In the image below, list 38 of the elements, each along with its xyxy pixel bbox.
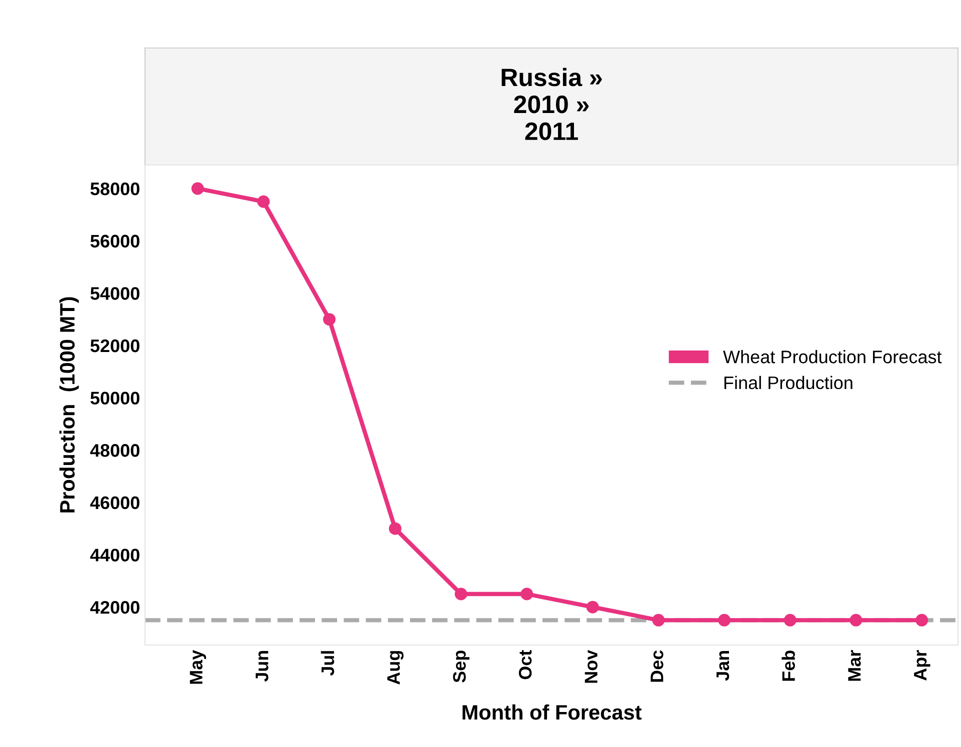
x-tick-label: Nov — [584, 650, 598, 683]
y-tick-label: 58000 — [90, 182, 140, 196]
point — [784, 614, 796, 626]
x-tick-label: Feb — [782, 650, 795, 681]
legend-label: Wheat Production Forecast — [723, 350, 942, 364]
y-tick-label: 50000 — [90, 392, 140, 405]
point — [586, 600, 599, 614]
point — [718, 614, 731, 626]
x-tick-label: Aug — [387, 651, 404, 685]
point — [454, 588, 468, 600]
x-tick-label: Mar — [848, 650, 861, 681]
legend-label: Final Production — [724, 376, 852, 390]
point — [257, 195, 270, 208]
point — [323, 313, 336, 326]
x-tick-label: Dec — [650, 650, 664, 682]
point — [191, 182, 204, 195]
x-axis-title: Month of Forecast — [462, 704, 642, 720]
y-tick-label: 48000 — [90, 444, 140, 457]
x-tick-label: Oct — [518, 650, 532, 680]
y-tick-label: 56000 — [90, 234, 140, 248]
point — [916, 614, 928, 626]
x-tick-label: Jun — [256, 650, 268, 682]
y-tick-label: 52000 — [90, 339, 140, 352]
y-tick-label: 46000 — [90, 496, 140, 510]
point — [850, 614, 862, 626]
x-tick-label: Jul — [320, 651, 334, 676]
point — [652, 614, 665, 626]
y-tick-label: 44000 — [90, 548, 140, 562]
y-tick-label: 54000 — [90, 287, 140, 300]
chart-title: Russia » 2010 » 2011 — [502, 68, 602, 140]
y-tick-label: 42000 — [90, 601, 140, 614]
point — [520, 588, 534, 600]
x-tick-label: Apr — [914, 650, 930, 681]
x-tick-label: May — [190, 650, 206, 684]
x-tick-label: Jan — [716, 650, 730, 681]
x-tick-label: Sep — [453, 650, 470, 682]
point — [388, 522, 402, 535]
y-axis-title: Production (1000 MT) — [59, 297, 79, 512]
